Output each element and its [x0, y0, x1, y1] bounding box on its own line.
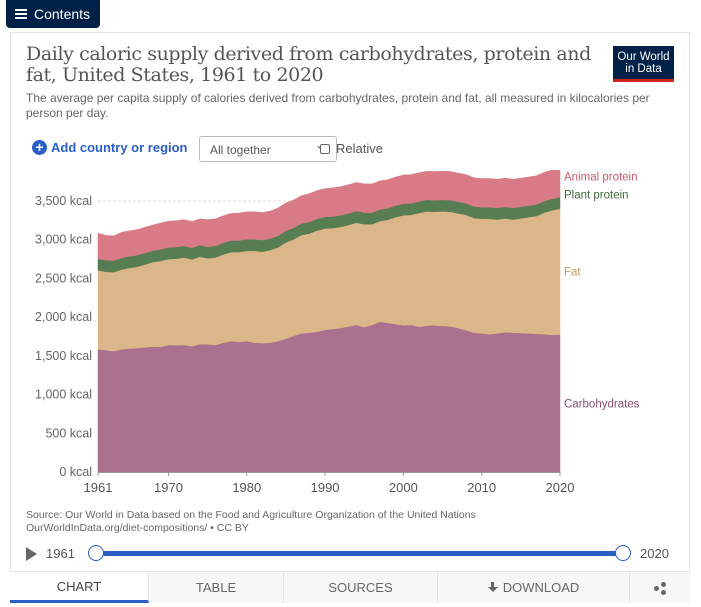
x-tick-label: 1961: [84, 480, 113, 495]
x-tick-label: 1980: [232, 480, 261, 495]
tab-table[interactable]: TABLE: [149, 572, 284, 603]
timeline-track[interactable]: [96, 551, 623, 556]
timeline-start-label: 1961: [46, 546, 75, 561]
tab-chart[interactable]: CHART: [10, 572, 149, 603]
y-tick-label: 0 kcal: [59, 465, 92, 479]
x-tick-label: 2010: [467, 480, 496, 495]
logo-line-1: Our World: [617, 51, 670, 63]
relative-checkbox[interactable]: [320, 143, 330, 154]
legend-label-animal-protein[interactable]: Animal protein: [564, 171, 638, 183]
timeline: 1961 2020: [26, 544, 686, 564]
y-tick-label: 3,500 kcal: [35, 194, 92, 208]
add-country-label: Add country or region: [51, 140, 188, 155]
source-note: Source: Our World in Data based on the F…: [26, 509, 646, 535]
x-tick-label: 2020: [546, 480, 575, 495]
stacked-area-chart: 0 kcal 500 kcal 1,000 kcal 1,500 kcal 2,000 …: [35, 170, 640, 495]
y-tick-label: 1,500 kcal: [35, 349, 92, 363]
timeline-end-handle[interactable]: [615, 545, 631, 561]
relative-toggle[interactable]: Relative: [320, 141, 383, 156]
tab-sources[interactable]: SOURCES: [284, 572, 438, 603]
tab-chart-label: CHART: [56, 578, 102, 594]
y-tick-label: 3,000 kcal: [35, 233, 92, 247]
legend-label-plant-protein[interactable]: Plant protein: [564, 189, 629, 201]
legend-label-carbohydrates[interactable]: Carbohydrates: [564, 398, 640, 410]
tab-download-label: DOWNLOAD: [502, 580, 580, 595]
source-url[interactable]: OurWorldInData.org/diet-compositions/ • …: [26, 522, 249, 534]
share-icon: [654, 581, 666, 595]
menu-icon: [15, 9, 27, 19]
contents-label: Contents: [34, 6, 91, 22]
y-tick-label: 500 kcal: [45, 426, 92, 440]
timeline-end-label: 2020: [640, 546, 669, 561]
plus-icon: +: [32, 140, 47, 155]
tab-download[interactable]: DOWNLOAD: [438, 572, 630, 603]
area-animal-protein[interactable]: [97, 170, 561, 261]
chart-title: Daily caloric supply derived from carboh…: [26, 43, 591, 86]
share-button[interactable]: [630, 572, 690, 603]
stack-mode-value: All together: [210, 143, 271, 157]
chart-subtitle: The average per capita supply of calorie…: [26, 91, 650, 120]
contents-button[interactable]: Contents: [6, 0, 100, 28]
x-tick-label: 2000: [389, 480, 418, 495]
owid-logo[interactable]: Our World in Data: [613, 46, 674, 82]
stack-mode-select[interactable]: All together: [199, 136, 337, 162]
logo-line-2: in Data: [625, 63, 662, 75]
legend-label-fat[interactable]: Fat: [564, 267, 581, 279]
add-country-button[interactable]: + Add country or region: [32, 140, 188, 155]
tab-bar: CHART TABLE SOURCES DOWNLOAD: [10, 571, 690, 603]
x-tick-label: 1970: [154, 480, 183, 495]
tab-sources-label: SOURCES: [328, 580, 393, 595]
y-tick-label: 2,000 kcal: [35, 310, 92, 324]
play-icon[interactable]: [26, 547, 37, 561]
y-tick-label: 2,500 kcal: [35, 271, 92, 285]
tab-table-label: TABLE: [195, 580, 237, 595]
y-tick-label: 1,000 kcal: [35, 388, 92, 402]
x-tick-label: 1990: [311, 480, 340, 495]
source-text: Source: Our World in Data based on the F…: [26, 509, 476, 521]
download-icon: [487, 582, 498, 593]
relative-label: Relative: [336, 141, 383, 156]
timeline-start-handle[interactable]: [88, 545, 104, 561]
